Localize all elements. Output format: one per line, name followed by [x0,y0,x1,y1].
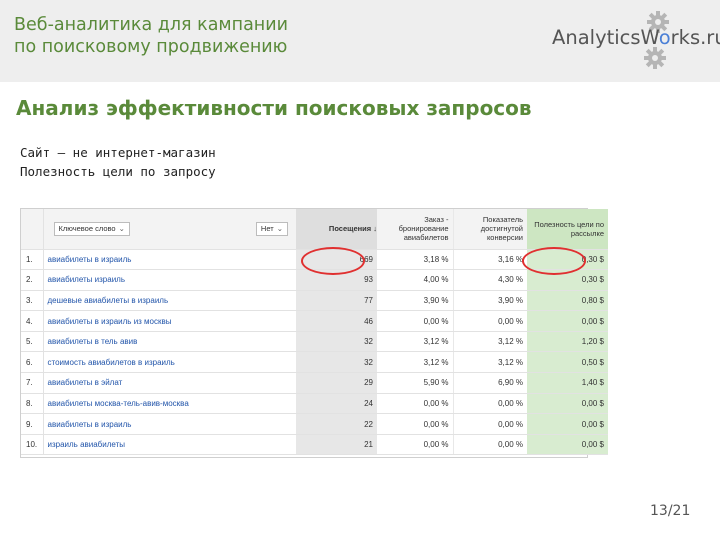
row-goal-value: 0,00 $ [527,393,608,415]
secondary-dimension-select[interactable]: Нет ⌄ [255,221,288,236]
table-row: 10. израиль авиабилеты 21 0,00 % 0,00 % 0,00 … [21,434,608,456]
slide-header: Веб-аналитика для кампании по поисковому… [0,0,720,82]
keyword-report-table: Ключевое слово ⌄ Нет ⌄ Посещения ↓ Заказ -… [20,208,608,458]
row-visits: 32 [296,331,377,353]
header-booking[interactable]: Заказ - бронирование авиабилетов [377,209,453,250]
row-index: 5. [21,331,44,353]
row-booking: 0,00 % [377,413,453,435]
row-index: 6. [21,351,44,374]
row-goal-value: 1,40 $ [527,372,608,394]
table-row: 3. дешевые авиабилеты в израиль 77 3,90 % 3,… [21,290,608,312]
row-conversion: 3,12 % [452,331,527,353]
row-booking: 0,00 % [377,393,453,415]
row-keyword-link[interactable]: авиабилеты в израиль [43,249,296,271]
row-booking: 4,00 % [377,269,453,291]
row-booking: 0,00 % [377,434,453,456]
logo-text: AnalyticsWorks.ru [552,26,720,49]
header-title: Веб-аналитика для кампании по поисковому… [14,14,434,58]
table-row: 6. стоимость авиабилетов в израиль 32 3,12 … [21,351,608,374]
row-conversion: 0,00 % [452,310,527,332]
header-goal-value[interactable]: Полезность цели по рассылке [527,209,608,250]
header-index [21,209,44,250]
row-index: 7. [21,372,44,394]
row-goal-value: 1,20 $ [527,331,608,353]
row-conversion: 3,12 % [452,351,527,374]
row-index: 9. [21,413,44,435]
row-booking: 0,00 % [377,310,453,332]
highlight-circle-visits [301,247,365,275]
row-goal-value: 0,80 $ [527,290,608,312]
table-row: 5. авиабилеты в тель авив 32 3,12 % 3,12 % 1,… [21,331,608,353]
row-keyword-link[interactable]: авиабилеты москва-тель-авив-москва [43,393,296,415]
row-booking: 5,90 % [377,372,453,394]
header-visits[interactable]: Посещения ↓ [296,209,377,250]
row-visits: 29 [296,372,377,394]
row-keyword-link[interactable]: авиабилеты израиль [43,269,296,291]
row-keyword-link[interactable]: авиабилеты в израиль из москвы [43,310,296,332]
row-visits: 46 [296,310,377,332]
table-header-row: Ключевое слово ⌄ Нет ⌄ Посещения ↓ Заказ -… [21,209,608,250]
header-keyword: Ключевое слово ⌄ Нет ⌄ [43,209,296,250]
chevron-down-icon: ⌄ [276,223,283,233]
row-conversion: 3,16 % [452,249,527,271]
page-number: 13/21 [650,503,691,519]
row-booking: 3,90 % [377,290,453,312]
row-keyword-link[interactable]: авиабилеты в израиль [43,413,296,435]
row-booking: 3,18 % [377,249,453,271]
table-row: 2. авиабилеты израиль 93 4,00 % 4,30 % 0,30 $ [21,269,608,291]
gear-icon [644,47,666,69]
row-conversion: 0,00 % [452,413,527,435]
row-keyword-link[interactable]: дешевые авиабилеты в израиль [43,290,296,312]
row-index: 4. [21,310,44,332]
row-conversion: 0,00 % [452,434,527,456]
row-keyword-link[interactable]: авиабилеты в тель авив [43,331,296,353]
keyword-dimension-select[interactable]: Ключевое слово ⌄ [53,221,130,236]
row-visits: 32 [296,351,377,374]
analyticsworks-logo: AnalyticsWorks.ru [548,11,720,69]
table-row: 9. авиабилеты в израиль 22 0,00 % 0,00 % 0,00… [21,413,608,435]
row-visits: 22 [296,413,377,435]
row-index: 1. [21,249,44,271]
row-index: 10. [21,434,44,456]
chevron-down-icon: ⌄ [118,223,125,233]
highlight-circle-value [522,247,586,275]
section-title: Анализ эффективности поисковых запросов [16,96,532,120]
subtitle-site-type: Сайт – не интернет-магазин [20,145,216,160]
row-visits: 21 [296,434,377,456]
row-booking: 3,12 % [377,331,453,353]
row-index: 3. [21,290,44,312]
row-index: 8. [21,393,44,415]
subtitle-goal-value: Полезность цели по запросу [20,164,216,179]
row-keyword-link[interactable]: израиль авиабилеты [43,434,296,456]
row-goal-value: 0,50 $ [527,351,608,374]
header-title-line2: по поисковому продвижению [14,37,288,57]
row-goal-value: 0,00 $ [527,310,608,332]
row-goal-value: 0,00 $ [527,434,608,456]
table-row: 4. авиабилеты в израиль из москвы 46 0,00 %… [21,310,608,332]
row-conversion: 6,90 % [452,372,527,394]
row-conversion: 4,30 % [452,269,527,291]
header-title-line1: Веб-аналитика для кампании [14,15,288,35]
row-goal-value: 0,00 $ [527,413,608,435]
table-row: 7. авиабилеты в эйлат 29 5,90 % 6,90 % 1,40 $ [21,372,608,394]
gear-icon [647,11,669,33]
table-row: 8. авиабилеты москва-тель-авив-москва 24 0,… [21,393,608,415]
row-keyword-link[interactable]: стоимость авиабилетов в израиль [43,351,296,374]
row-visits: 24 [296,393,377,415]
row-keyword-link[interactable]: авиабилеты в эйлат [43,372,296,394]
row-visits: 77 [296,290,377,312]
row-conversion: 3,90 % [452,290,527,312]
row-visits: 93 [296,269,377,291]
row-conversion: 0,00 % [452,393,527,415]
header-conversion[interactable]: Показатель достигнутой конверсии [452,209,527,250]
row-index: 2. [21,269,44,291]
row-booking: 3,12 % [377,351,453,374]
